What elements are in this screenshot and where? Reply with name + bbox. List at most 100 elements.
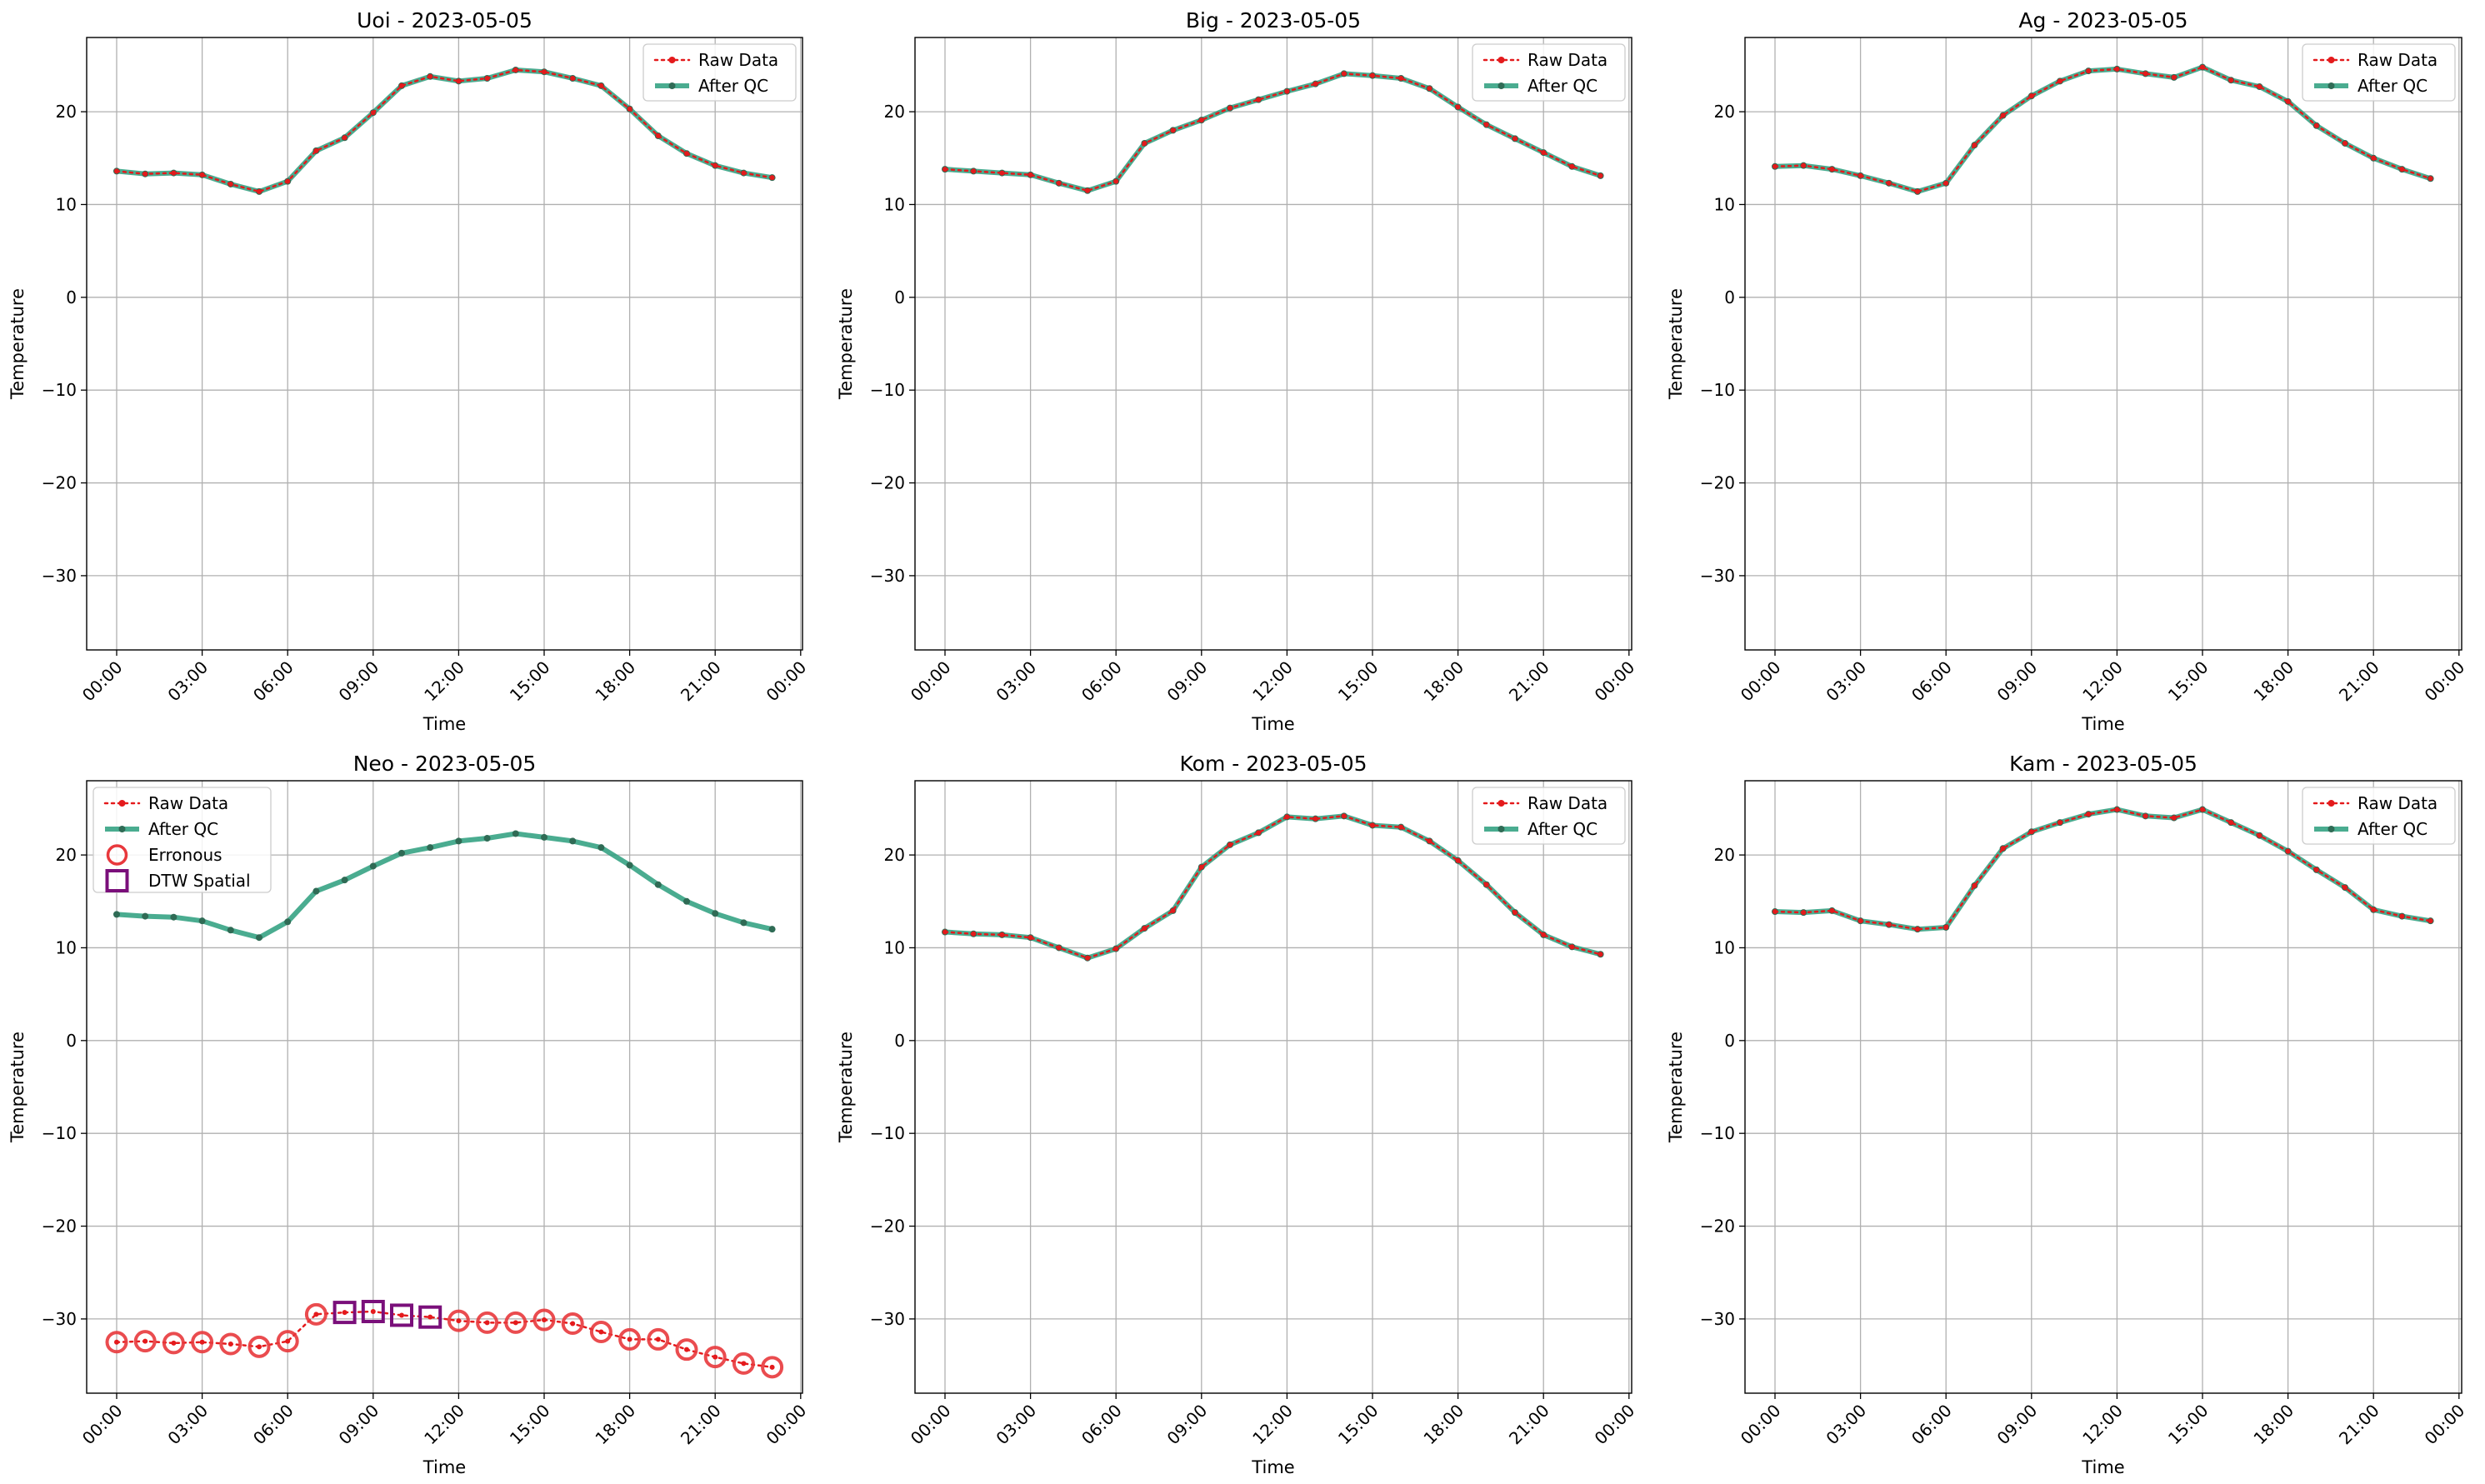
x-tick-label: 21:00	[677, 657, 725, 706]
qc-point	[740, 919, 748, 927]
raw-point	[684, 1347, 689, 1352]
raw-point	[2200, 807, 2205, 812]
y-tick-label: 20	[1714, 102, 1735, 122]
x-tick-label: 00:00	[907, 1401, 955, 1449]
raw-point	[1228, 105, 1232, 111]
raw-point	[399, 1312, 404, 1318]
legend: Raw Data After QC Erronous DTW Spatial	[92, 787, 272, 893]
x-tick-label: 00:00	[1591, 657, 1639, 706]
y-tick-label: −20	[42, 1217, 77, 1237]
raw-point	[1915, 188, 1920, 194]
x-tick-label: 15:00	[2164, 657, 2212, 706]
raw-point	[484, 76, 490, 81]
legend-label-qc: After QC	[2358, 76, 2428, 96]
raw-point	[1598, 952, 1603, 957]
x-tick-label: 00:00	[2421, 1401, 2469, 1449]
x-tick-label: 18:00	[1419, 1401, 1468, 1449]
qc-point	[598, 844, 605, 852]
raw-point	[1801, 162, 1807, 168]
x-tick-label: 15:00	[1334, 657, 1382, 706]
y-axis-label: Temperature	[8, 1032, 28, 1143]
y-axis-label: Temperature	[1666, 288, 1686, 400]
qc-point	[284, 918, 292, 926]
raw-point	[257, 188, 262, 194]
raw-point	[1455, 857, 1461, 863]
erroneous-marker	[304, 1302, 328, 1326]
x-tick-label: 09:00	[335, 657, 383, 706]
raw-point	[399, 82, 404, 88]
erroneous-marker	[276, 1330, 299, 1353]
x-tick-label: 09:00	[1163, 657, 1212, 706]
x-axis-label: Time	[422, 1457, 466, 1477]
raw-point	[142, 1338, 148, 1344]
raw-point	[542, 69, 547, 75]
erroneous-marker	[589, 1321, 612, 1343]
y-tick-label: 0	[1724, 287, 1735, 307]
y-tick-label: −30	[1700, 1309, 1735, 1329]
x-tick-label: 18:00	[2249, 657, 2298, 706]
qc-point	[227, 927, 234, 934]
x-tick-label: 18:00	[591, 1401, 639, 1449]
x-tick-label: 06:00	[1078, 657, 1126, 706]
legend-label-qc: After QC	[1528, 76, 1598, 96]
raw-point	[1943, 180, 1949, 186]
legend: Raw Data After QC	[1472, 43, 1626, 102]
raw-point	[1142, 926, 1148, 932]
y-tick-label: 20	[1714, 845, 1735, 865]
legend-label-qc: After QC	[698, 76, 768, 96]
legend-qc-marker	[2328, 826, 2335, 832]
qc-point	[170, 913, 178, 921]
subplot-0: Uoi - 2023-05-05 20 10 0 −10 −20 −30 00:00 03:00…	[8, 8, 810, 734]
legend-label-raw: Raw Data	[698, 50, 778, 70]
qc-point	[142, 912, 149, 920]
raw-point	[1886, 922, 1892, 927]
y-tick-label: −10	[42, 1123, 77, 1143]
qc-point	[654, 881, 662, 888]
y-axis-label: Temperature	[1666, 1032, 1686, 1143]
raw-point	[942, 167, 948, 172]
y-axis-label: Temperature	[836, 288, 856, 400]
raw-point	[1198, 117, 1204, 123]
legend-raw-marker	[2328, 800, 2335, 807]
raw-point	[1256, 830, 1262, 836]
raw-point	[1085, 955, 1090, 961]
x-tick-label: 00:00	[1737, 1401, 1785, 1449]
raw-point	[1427, 86, 1432, 92]
qc-point	[341, 877, 348, 884]
erroneous-marker	[504, 1311, 528, 1334]
legend: Raw Data After QC	[642, 43, 797, 102]
x-axis-label: Time	[2081, 1457, 2124, 1477]
y-tick-label: −20	[870, 473, 905, 493]
raw-point	[2000, 112, 2006, 118]
raw-point	[2313, 867, 2319, 872]
raw-point	[1541, 932, 1547, 937]
y-tick-label: −30	[870, 1309, 905, 1329]
raw-point	[1483, 122, 1489, 127]
legend-label-raw: Raw Data	[148, 793, 228, 813]
x-tick-label: 00:00	[1737, 657, 1785, 706]
legend-label-qc: After QC	[1528, 819, 1598, 839]
raw-point	[2313, 122, 2319, 128]
y-tick-label: 10	[1714, 937, 1735, 957]
subplot-title: Kom - 2023-05-05	[1180, 752, 1368, 776]
raw-point	[1972, 142, 1978, 148]
raw-point	[1598, 172, 1603, 178]
dtw-spatial-marker	[418, 1305, 442, 1329]
series-raw-line	[943, 815, 1602, 960]
raw-point	[370, 1309, 376, 1314]
subplot-2: Ag - 2023-05-05 20 10 0 −10 −20 −30 00:00 03:00 0…	[1666, 8, 2468, 734]
raw-point	[1541, 150, 1547, 156]
legend-label-dtw: DTW Spatial	[148, 871, 251, 891]
raw-point	[1829, 167, 1835, 172]
erroneous-marker	[761, 1356, 784, 1379]
subplot-title: Neo - 2023-05-05	[353, 752, 537, 776]
raw-point	[570, 1321, 576, 1327]
y-tick-label: −30	[1700, 566, 1735, 586]
erroneous-marker	[476, 1311, 499, 1334]
axes-frame	[1744, 37, 2462, 651]
x-tick-label: 18:00	[2249, 1401, 2298, 1449]
raw-point	[1943, 924, 1949, 930]
x-axis-label: Time	[422, 714, 466, 734]
qc-point	[626, 862, 633, 869]
legend-label-raw: Raw Data	[1528, 793, 1608, 813]
